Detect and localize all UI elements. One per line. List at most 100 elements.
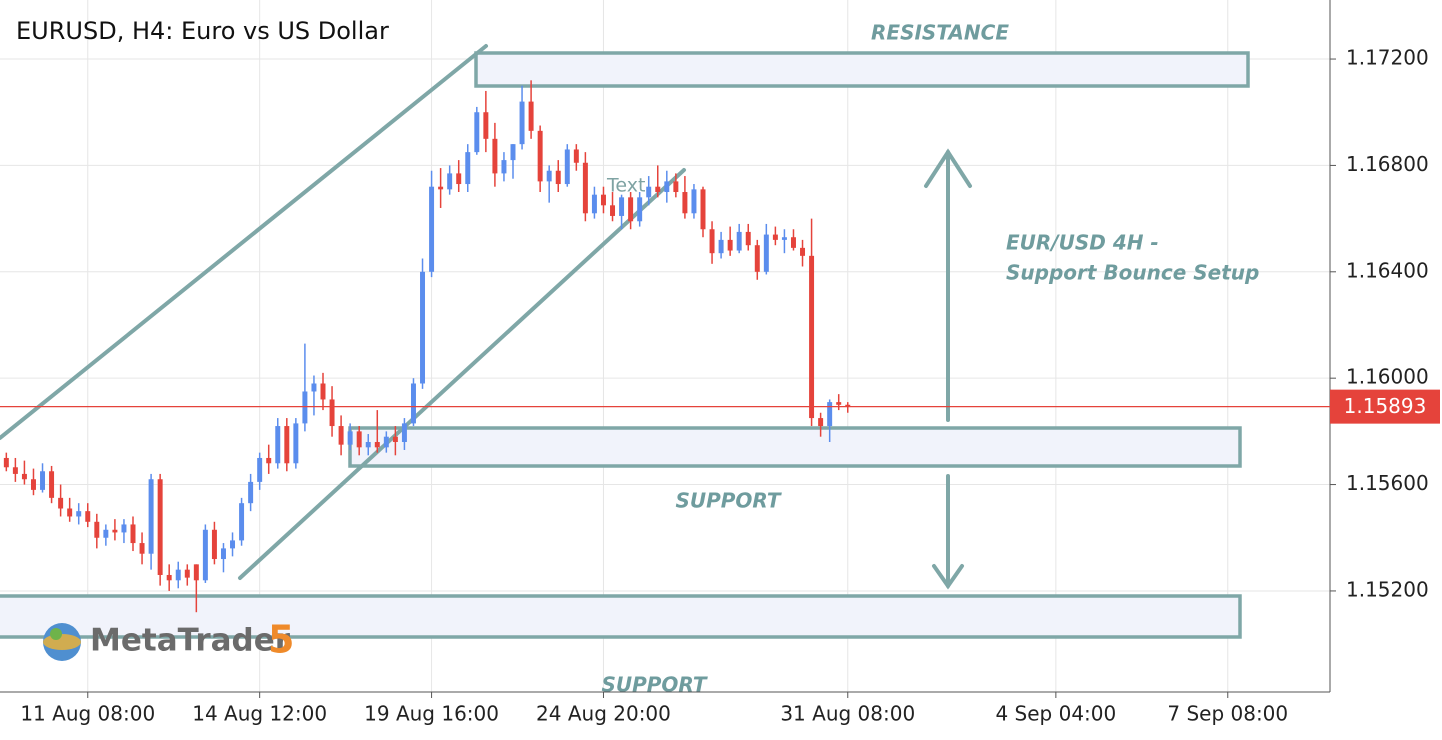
- candle-body: [67, 508, 73, 517]
- text-tool-label: Text: [606, 175, 645, 197]
- candle-body: [465, 152, 471, 185]
- candle-body: [94, 521, 100, 538]
- candle-body: [646, 186, 652, 198]
- candle-body: [284, 426, 290, 464]
- candle-body: [211, 529, 217, 560]
- support-label: SUPPORT: [675, 489, 781, 513]
- candle-body: [456, 173, 462, 185]
- candle-body: [347, 431, 353, 445]
- x-tick-label: 19 Aug 16:00: [364, 702, 499, 726]
- candle-body: [103, 529, 109, 538]
- logo-land: [50, 628, 62, 640]
- candle-body: [763, 234, 769, 272]
- support-zone: [348, 426, 1242, 468]
- support-label: SUPPORT: [601, 673, 707, 697]
- candle-body: [302, 391, 308, 424]
- candle-body: [230, 540, 236, 549]
- candle-body: [293, 423, 299, 464]
- candle-body: [12, 467, 18, 474]
- candle-body: [3, 457, 9, 468]
- candle-body: [438, 186, 444, 190]
- y-tick-label: 1.16800: [1346, 152, 1429, 176]
- axes: 1.17200 1.16800 1.16400 1.16000 1.15600 1.152…: [20, 46, 1428, 726]
- x-tick-label: 31 Aug 08:00: [780, 702, 915, 726]
- candle-body: [772, 234, 778, 240]
- candle-body: [157, 479, 163, 575]
- candle-body: [374, 442, 380, 448]
- candle-body: [220, 548, 226, 560]
- candle-body: [338, 426, 344, 445]
- chart-title: EURUSD, H4: Euro vs US Dollar: [16, 17, 389, 45]
- candle-body: [21, 473, 27, 480]
- candle-body: [637, 197, 643, 222]
- candle-body: [827, 402, 833, 427]
- candle-body: [121, 524, 127, 533]
- candle-body: [600, 194, 606, 206]
- candle-body: [582, 162, 588, 214]
- candle-body: [727, 239, 733, 251]
- x-tick-label: 4 Sep 04:00: [995, 702, 1116, 726]
- grid: [0, 0, 1330, 692]
- candle-body: [790, 237, 796, 248]
- watermark: MetaTrader 5: [43, 618, 294, 662]
- candle-body: [845, 404, 851, 407]
- candle-body: [429, 186, 435, 272]
- candle-body: [130, 524, 136, 544]
- candle-body: [392, 436, 398, 443]
- last-price-box: [1330, 389, 1440, 424]
- arrow-head: [924, 148, 972, 188]
- x-tick-label: 7 Sep 08:00: [1167, 702, 1288, 726]
- candle-body: [836, 402, 842, 405]
- candle-body: [85, 511, 91, 522]
- candle-body: [528, 101, 534, 131]
- y-tick-label: 1.15600: [1346, 471, 1429, 495]
- candle-body: [410, 383, 416, 424]
- candle-body: [356, 431, 362, 448]
- y-tick-label: 1.16000: [1346, 365, 1429, 389]
- candle-body: [519, 101, 525, 145]
- candle-body: [709, 229, 715, 254]
- support-zone: [0, 594, 1242, 639]
- arrow-head: [932, 564, 964, 590]
- x-tick-label: 14 Aug 12:00: [192, 702, 327, 726]
- candle-body: [401, 423, 407, 443]
- x-tick-label: 24 Aug 20:00: [536, 702, 671, 726]
- candle-body: [320, 383, 326, 400]
- candle-body: [30, 479, 36, 490]
- channel-line: [0, 44, 488, 440]
- candle-body: [248, 481, 254, 504]
- candle-body: [745, 231, 751, 246]
- candle-body: [329, 399, 335, 427]
- candle-body: [736, 231, 742, 251]
- last-price-label: 1.15893: [1344, 394, 1427, 418]
- candle-body: [447, 173, 453, 190]
- candle-body: [40, 471, 46, 490]
- watermark-version: 5: [268, 618, 294, 662]
- candle-body: [202, 529, 208, 581]
- candle-body: [311, 383, 317, 392]
- candle-body: [483, 112, 489, 139]
- candle-body: [818, 418, 824, 427]
- setup-label: EUR/USD 4H -: [1006, 231, 1159, 255]
- candles: [3, 80, 851, 613]
- candle-body: [619, 197, 625, 216]
- candle-body: [564, 149, 570, 185]
- candle-body: [49, 471, 55, 498]
- candle-body: [275, 426, 281, 464]
- candle-body: [420, 271, 426, 384]
- candle-body: [754, 245, 760, 272]
- logo-ring: [43, 634, 81, 650]
- candle-body: [691, 189, 697, 214]
- candle-body: [492, 138, 498, 174]
- candle-body: [718, 239, 724, 254]
- candle-body: [610, 205, 616, 216]
- candle-body: [664, 181, 670, 193]
- candle-body: [112, 529, 118, 533]
- y-tick-label: 1.17200: [1346, 46, 1429, 70]
- candle-body: [673, 181, 679, 193]
- candle-body: [193, 564, 199, 581]
- candle-body: [628, 197, 634, 222]
- candle-body: [139, 543, 145, 554]
- setup-label: Support Bounce Setup: [1006, 261, 1259, 285]
